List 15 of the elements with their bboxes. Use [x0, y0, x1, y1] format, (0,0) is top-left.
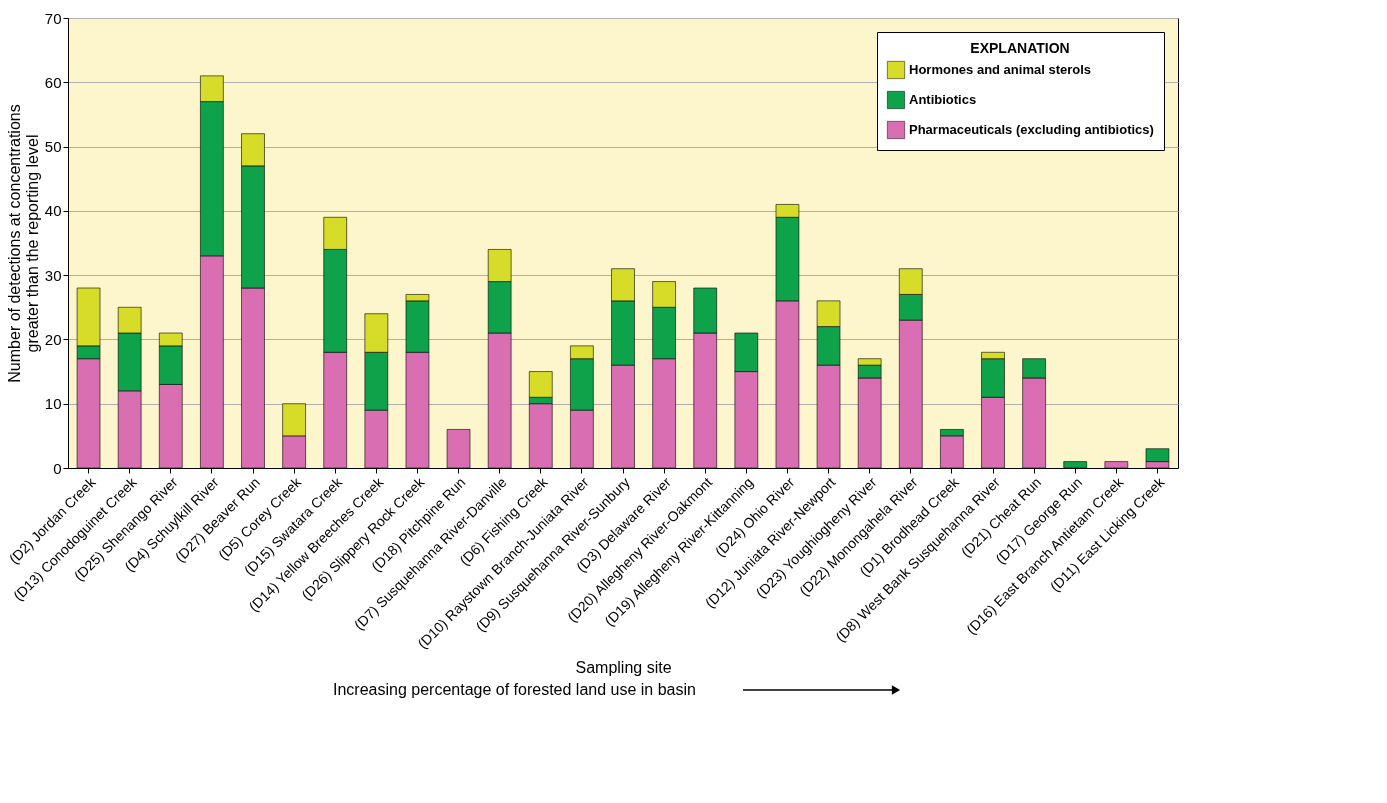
y-tick-label: 60: [44, 73, 62, 91]
y-tick-label: 70: [44, 9, 62, 27]
legend-title: EXPLANATION: [970, 40, 1070, 56]
y-tick-label: 10: [44, 395, 62, 413]
y-tick-label: 30: [44, 266, 62, 284]
y-axis-title: Number of detections at concentrations greater than the reporting level: [5, 104, 41, 383]
legend-label: Antibiotics: [909, 92, 977, 107]
y-tick-label: 40: [44, 202, 62, 220]
y-tick-label: 50: [44, 138, 62, 156]
legend-label: Pharmaceuticals (excluding antibiotics): [909, 122, 1154, 137]
y-tick-label: 20: [44, 330, 62, 348]
legend-label: Hormones and animal sterols: [909, 62, 1092, 77]
y-tick-label: 0: [53, 459, 62, 477]
text: Increasing percentage of forested land use in basin: [333, 681, 696, 698]
x-axis-title: Sampling site: [575, 658, 672, 676]
